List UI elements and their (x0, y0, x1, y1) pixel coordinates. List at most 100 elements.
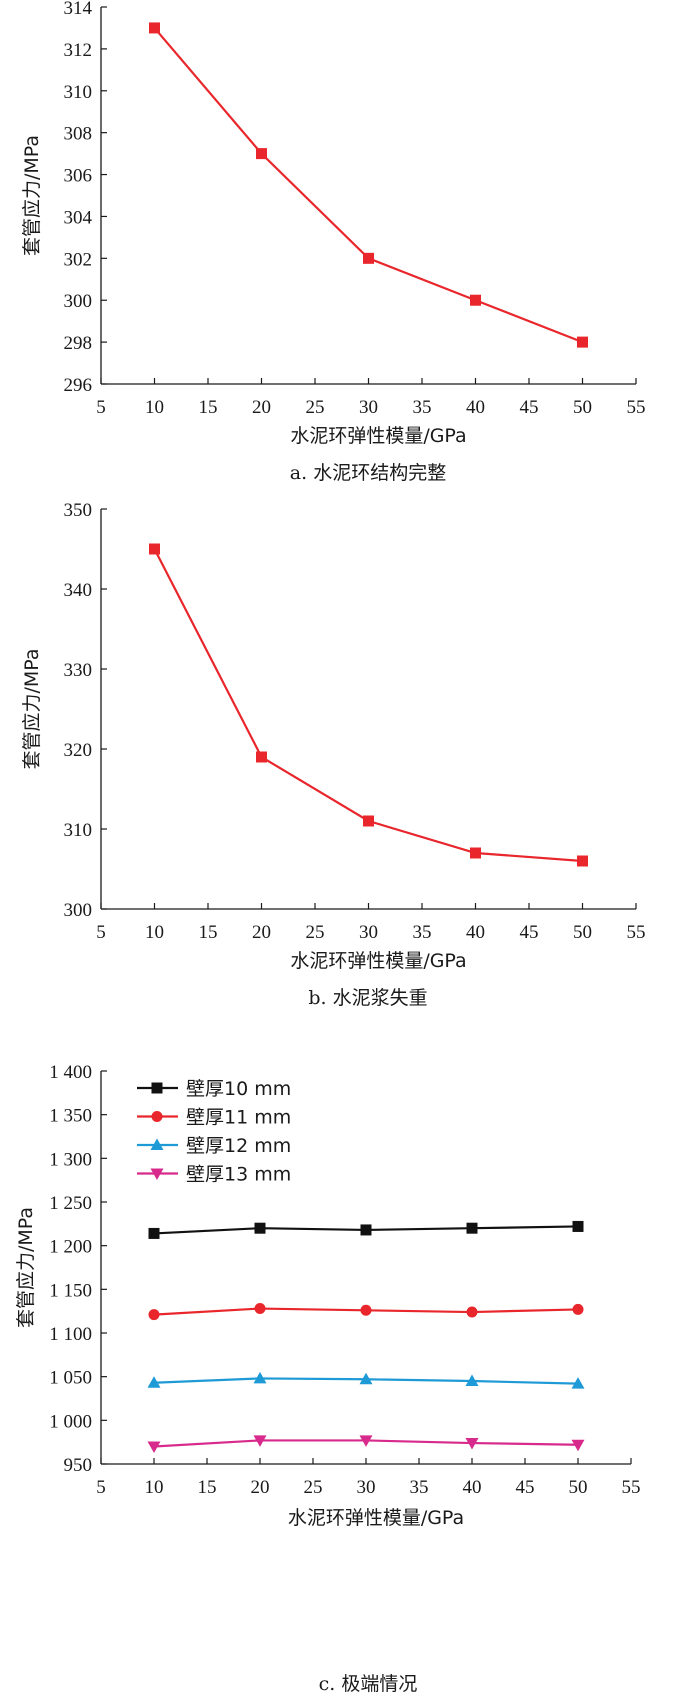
chart-panel-2: 5 10 15 20 25 30 35 40 45 50 55 950 1 000 1 050 1 100 1… (15, 1062, 641, 1695)
panel-caption: a. 水泥环结构完整 (290, 462, 446, 484)
data-point (571, 1439, 585, 1452)
data-point (254, 1222, 266, 1234)
legend-marker (151, 1082, 163, 1094)
y-axis-title: 套管应力/MPa (21, 648, 43, 769)
x-tick-label: 25 (306, 397, 325, 418)
x-tick-label: 30 (357, 1477, 376, 1498)
y-tick-label: 304 (64, 207, 93, 228)
y-tick-label: 308 (64, 124, 93, 145)
y-tick-label: 950 (64, 1455, 93, 1476)
panel-caption: b. 水泥浆失重 (308, 987, 427, 1009)
series-line (153, 548, 583, 863)
x-tick-label: 10 (145, 1477, 164, 1498)
x-tick-label: 55 (622, 1477, 641, 1498)
x-tick-label: 20 (252, 397, 271, 418)
y-tick-label: 1 050 (49, 1368, 92, 1389)
x-tick-label: 10 (145, 397, 164, 418)
x-axis-title: 水泥环弹性模量/GPa (290, 425, 466, 447)
data-point (253, 1435, 267, 1447)
y-tick-label: 310 (64, 820, 93, 841)
x-tick-label: 5 (96, 397, 106, 418)
chart-panel-0: 5 10 15 20 25 30 35 40 45 50 55 296 298 300 302 304 306 3… (21, 0, 646, 484)
y-tick-label: 1 000 (49, 1411, 92, 1432)
x-tick-label: 20 (252, 922, 271, 943)
data-point (363, 252, 374, 264)
y-tick-label: 314 (64, 0, 93, 19)
x-tick-label: 55 (627, 397, 646, 418)
y-tick-label: 1 350 (49, 1106, 92, 1127)
x-tick-label: 45 (516, 1477, 535, 1498)
data-point (466, 1222, 478, 1234)
x-tick-label: 50 (573, 922, 592, 943)
x-tick-label: 15 (198, 1477, 217, 1498)
data-point (465, 1374, 479, 1387)
x-tick-label: 25 (304, 1477, 323, 1498)
y-tick-label: 296 (64, 375, 93, 396)
y-tick-label: 1 400 (49, 1062, 92, 1083)
y-tick-label: 1 100 (49, 1324, 92, 1345)
data-point (572, 1220, 584, 1232)
legend-label: 壁厚13 mm (186, 1164, 291, 1186)
data-point (256, 751, 267, 763)
x-tick-label: 45 (520, 397, 539, 418)
y-tick-label: 1 200 (49, 1237, 92, 1258)
data-point (148, 1227, 160, 1239)
data-point (572, 1303, 584, 1315)
legend-marker (151, 1111, 163, 1122)
data-point (577, 855, 588, 867)
y-tick-label: 340 (64, 580, 93, 601)
y-tick-label: 1 300 (49, 1149, 92, 1170)
x-tick-label: 20 (251, 1477, 270, 1498)
y-tick-label: 330 (64, 660, 93, 681)
data-point (360, 1224, 372, 1236)
data-point (149, 22, 160, 34)
data-point (470, 294, 481, 306)
x-axis-title: 水泥环弹性模量/GPa (290, 950, 466, 972)
x-tick-label: 30 (359, 922, 378, 943)
y-tick-label: 310 (64, 82, 93, 103)
y-tick-label: 1 150 (49, 1280, 92, 1301)
x-tick-label: 5 (96, 922, 106, 943)
x-tick-label: 50 (573, 397, 592, 418)
chart-panel-1: 5 10 15 20 25 30 35 40 45 50 55 300 310 320 330 340 350 水… (21, 500, 646, 1009)
series-line (153, 27, 583, 344)
x-tick-label: 55 (627, 922, 646, 943)
x-tick-label: 10 (145, 922, 164, 943)
data-point (359, 1435, 373, 1447)
x-tick-label: 35 (413, 397, 432, 418)
data-point (465, 1438, 479, 1450)
data-point (147, 1376, 161, 1388)
x-tick-label: 35 (410, 1477, 429, 1498)
legend-label: 壁厚10 mm (186, 1078, 291, 1100)
y-tick-label: 1 250 (49, 1193, 92, 1214)
y-axis-title: 套管应力/MPa (15, 1207, 37, 1328)
y-tick-label: 298 (64, 333, 93, 354)
x-tick-label: 35 (413, 922, 432, 943)
x-tick-label: 5 (96, 1477, 106, 1498)
y-tick-label: 300 (64, 291, 93, 312)
x-tick-label: 40 (466, 922, 485, 943)
data-point (571, 1377, 585, 1389)
y-tick-label: 302 (64, 249, 93, 270)
legend-marker (150, 1168, 164, 1180)
data-point (360, 1304, 372, 1316)
data-point (147, 1441, 161, 1454)
data-point (363, 815, 374, 827)
x-tick-label: 25 (306, 922, 325, 943)
x-tick-label: 40 (463, 1477, 482, 1498)
x-tick-label: 15 (199, 397, 218, 418)
y-axis-title: 套管应力/MPa (21, 135, 43, 256)
x-tick-label: 45 (520, 922, 539, 943)
legend-marker (150, 1138, 164, 1150)
data-point (359, 1372, 373, 1385)
x-tick-label: 15 (199, 922, 218, 943)
data-point (254, 1303, 266, 1315)
y-tick-label: 350 (64, 500, 93, 521)
panel-caption: c. 极端情况 (319, 1673, 418, 1695)
data-point (470, 847, 481, 859)
data-point (256, 148, 267, 160)
y-tick-label: 306 (64, 166, 93, 187)
data-point (466, 1306, 478, 1318)
y-tick-label: 300 (64, 900, 93, 921)
